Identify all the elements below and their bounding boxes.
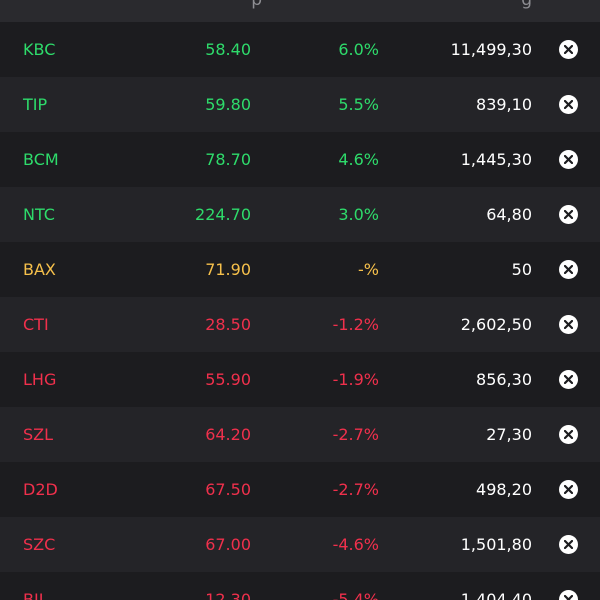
close-icon xyxy=(564,265,573,274)
stock-row-kbc[interactable]: KBC 58.40 6.0% 11,499,30 xyxy=(0,22,600,77)
close-icon xyxy=(564,320,573,329)
stock-price: 67.00 xyxy=(205,535,251,554)
close-icon xyxy=(564,210,573,219)
stock-volume: 498,20 xyxy=(476,480,532,499)
close-circle-icon[interactable] xyxy=(559,315,578,334)
close-icon xyxy=(564,375,573,384)
header-price[interactable]: p xyxy=(251,0,262,10)
stock-row-d2d[interactable]: D2D 67.50 -2.7% 498,20 xyxy=(0,462,600,517)
stock-price: 67.50 xyxy=(205,480,251,499)
stock-change: -2.7% xyxy=(332,480,379,499)
stock-code: BCM xyxy=(23,150,59,169)
close-icon xyxy=(564,430,573,439)
close-icon xyxy=(564,595,573,600)
stock-volume: 11,499,30 xyxy=(450,40,532,59)
close-icon xyxy=(564,155,573,164)
stock-price: 12.30 xyxy=(205,590,251,600)
stock-row-bax[interactable]: BAX 71.90 -% 50 xyxy=(0,242,600,297)
stock-volume: 50 xyxy=(511,260,532,279)
header-volume[interactable]: g xyxy=(521,0,532,10)
close-icon xyxy=(564,485,573,494)
stock-change: 3.0% xyxy=(338,205,379,224)
stock-volume: 1,501,80 xyxy=(460,535,532,554)
stock-change: -1.9% xyxy=(332,370,379,389)
stock-change: 5.5% xyxy=(338,95,379,114)
close-icon xyxy=(564,45,573,54)
stock-code: BAX xyxy=(23,260,56,279)
stock-volume: 1,404,40 xyxy=(460,590,532,600)
stock-row-bcm[interactable]: BCM 78.70 4.6% 1,445,30 xyxy=(0,132,600,187)
stock-price: 59.80 xyxy=(205,95,251,114)
stock-volume: 27,30 xyxy=(486,425,532,444)
stock-change: -1.2% xyxy=(332,315,379,334)
stock-change: -2.7% xyxy=(332,425,379,444)
stock-code: D2D xyxy=(23,480,58,499)
close-icon xyxy=(564,100,573,109)
stock-change: -% xyxy=(358,260,379,279)
stock-row-lhg[interactable]: LHG 55.90 -1.9% 856,30 xyxy=(0,352,600,407)
close-circle-icon[interactable] xyxy=(559,590,578,600)
stock-volume: 839,10 xyxy=(476,95,532,114)
stock-price: 224.70 xyxy=(195,205,251,224)
close-circle-icon[interactable] xyxy=(559,480,578,499)
stock-code: TIP xyxy=(23,95,48,114)
stock-list: KBC 58.40 6.0% 11,499,30 TIP 59.80 5.5% … xyxy=(0,22,600,600)
stock-price: 64.20 xyxy=(205,425,251,444)
stock-code: BII xyxy=(23,590,44,600)
stock-code: LHG xyxy=(23,370,57,389)
stock-row-tip[interactable]: TIP 59.80 5.5% 839,10 xyxy=(0,77,600,132)
close-circle-icon[interactable] xyxy=(559,425,578,444)
stock-code: SZL xyxy=(23,425,54,444)
stock-volume: 2,602,50 xyxy=(460,315,532,334)
table-header: p g xyxy=(0,0,600,22)
close-circle-icon[interactable] xyxy=(559,260,578,279)
stock-change: 6.0% xyxy=(338,40,379,59)
stock-code: SZC xyxy=(23,535,56,554)
stock-price: 71.90 xyxy=(205,260,251,279)
stock-row-bii[interactable]: BII 12.30 -5.4% 1,404,40 xyxy=(0,572,600,600)
stock-row-cti[interactable]: CTI 28.50 -1.2% 2,602,50 xyxy=(0,297,600,352)
close-circle-icon[interactable] xyxy=(559,535,578,554)
stock-change: -4.6% xyxy=(332,535,379,554)
stock-price: 55.90 xyxy=(205,370,251,389)
stock-code: NTC xyxy=(23,205,55,224)
stock-volume: 856,30 xyxy=(476,370,532,389)
close-circle-icon[interactable] xyxy=(559,205,578,224)
stock-code: KBC xyxy=(23,40,56,59)
stock-row-ntc[interactable]: NTC 224.70 3.0% 64,80 xyxy=(0,187,600,242)
close-circle-icon[interactable] xyxy=(559,370,578,389)
stock-code: CTI xyxy=(23,315,49,334)
stock-price: 78.70 xyxy=(205,150,251,169)
close-circle-icon[interactable] xyxy=(559,95,578,114)
stock-change: 4.6% xyxy=(338,150,379,169)
close-circle-icon[interactable] xyxy=(559,150,578,169)
stock-price: 58.40 xyxy=(205,40,251,59)
stock-price: 28.50 xyxy=(205,315,251,334)
stock-row-szl[interactable]: SZL 64.20 -2.7% 27,30 xyxy=(0,407,600,462)
stock-volume: 64,80 xyxy=(486,205,532,224)
stock-volume: 1,445,30 xyxy=(460,150,532,169)
stock-change: -5.4% xyxy=(332,590,379,600)
close-icon xyxy=(564,540,573,549)
stock-row-szc[interactable]: SZC 67.00 -4.6% 1,501,80 xyxy=(0,517,600,572)
close-circle-icon[interactable] xyxy=(559,40,578,59)
